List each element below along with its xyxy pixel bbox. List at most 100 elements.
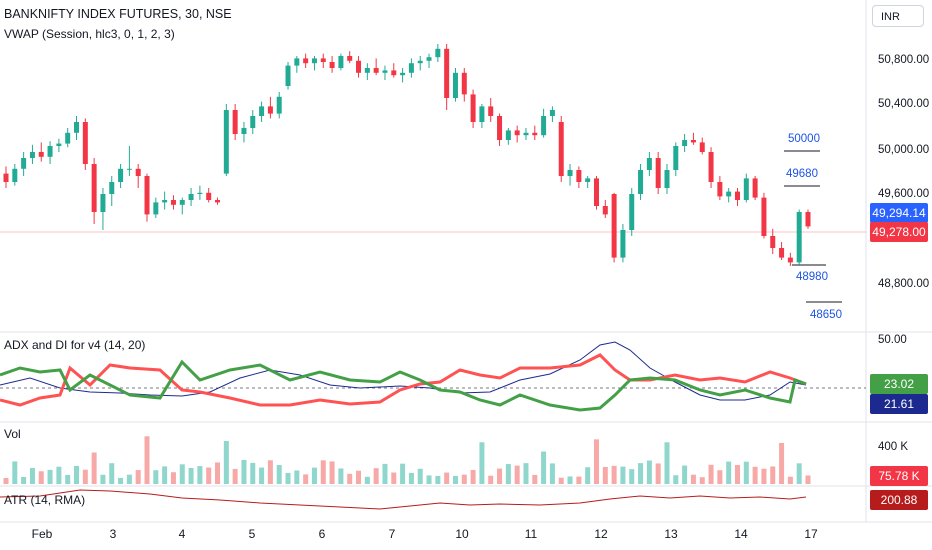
volume-bar: [206, 467, 212, 484]
di-minus-line: [0, 353, 807, 407]
volume-bar: [417, 468, 423, 484]
volume-bar: [532, 474, 538, 484]
volume-bar: [12, 461, 18, 484]
candle-body: [109, 182, 115, 194]
candle-body: [567, 170, 573, 176]
candle-body: [91, 164, 97, 212]
candle-body: [223, 110, 229, 174]
candle-body: [576, 170, 582, 182]
volume-bar: [285, 472, 291, 484]
time-tick: 4: [178, 527, 186, 541]
volume-bar: [408, 472, 414, 484]
volume-bar: [514, 465, 520, 484]
candle-body: [232, 110, 238, 134]
candle-body: [629, 194, 635, 230]
atr-line: [0, 489, 807, 510]
volume-bar: [162, 466, 168, 484]
volume-bar: [743, 461, 749, 484]
volume-bar: [787, 476, 793, 484]
candle-body: [470, 94, 476, 122]
volume-bar: [347, 473, 353, 484]
volume-indicator-label[interactable]: Vol: [4, 427, 21, 441]
candle-body: [12, 168, 18, 182]
volume-bar: [690, 474, 696, 484]
volume-bar: [38, 471, 44, 484]
volume-bar: [435, 475, 441, 484]
volume-bar: [47, 469, 53, 484]
last-price-tag: 49,278.00: [870, 222, 928, 242]
candle-body: [717, 182, 723, 197]
volume-bar: [170, 472, 176, 484]
candle-body: [188, 194, 194, 200]
candle-body: [294, 58, 300, 66]
volume-bar: [629, 469, 635, 484]
volume-bar: [593, 439, 599, 484]
candle-body: [558, 122, 564, 176]
candle-body: [144, 176, 150, 215]
adx-indicator-label[interactable]: ADX and DI for v4 (14, 20): [4, 338, 146, 352]
candle-body: [787, 257, 793, 263]
volume-bar: [541, 451, 547, 484]
candle-body: [153, 202, 159, 215]
candle-body: [250, 116, 256, 128]
volume-bar: [135, 470, 141, 484]
volume-bar: [567, 476, 573, 484]
candle-body: [170, 200, 176, 205]
candle-body: [699, 142, 705, 152]
candle-body: [135, 168, 141, 176]
candle-body: [426, 57, 432, 61]
volume-bar: [241, 460, 247, 484]
vwap-indicator-label[interactable]: VWAP (Session, hlc3, 0, 1, 2, 3): [4, 27, 175, 41]
atr-indicator-label[interactable]: ATR (14, RMA): [4, 493, 86, 507]
level-label: 48650: [810, 309, 842, 321]
volume-bar: [664, 442, 670, 484]
time-tick: 11: [524, 527, 538, 541]
candle-body: [497, 116, 503, 140]
volume-bar: [585, 467, 591, 484]
candle-body: [523, 132, 529, 136]
candle-body: [752, 178, 758, 198]
level-label: 50000: [788, 133, 820, 145]
price-tick: 50,800.00: [878, 54, 930, 66]
candle-body: [382, 70, 388, 73]
currency-selector[interactable]: INR: [872, 5, 924, 27]
candle-body: [400, 72, 406, 76]
candle-body: [3, 173, 9, 182]
volume-bar: [294, 470, 300, 484]
candle-body: [743, 178, 749, 200]
candle-body: [65, 132, 71, 144]
volume-bar: [488, 475, 494, 484]
candle-body: [593, 178, 599, 206]
level-label: 48980: [796, 271, 828, 283]
time-tick: Feb: [31, 527, 53, 541]
candle-body: [514, 130, 520, 136]
time-tick: 6: [318, 527, 326, 541]
volume-bar: [576, 476, 582, 484]
candle-body: [585, 178, 591, 182]
volume-bar: [188, 467, 194, 484]
volume-bar: [708, 464, 714, 484]
volume-bar: [91, 452, 97, 484]
atr-tag: 200.88: [870, 490, 928, 510]
candle-body: [197, 192, 203, 194]
candle-body: [690, 140, 696, 143]
candle-body: [100, 194, 106, 212]
time-tick: 14: [734, 527, 748, 541]
candle-body: [435, 48, 441, 58]
candle-body: [241, 128, 247, 134]
volume-bar: [391, 472, 397, 484]
volume-bar: [602, 466, 608, 484]
candle-body: [320, 58, 326, 62]
volume-bar: [761, 468, 767, 484]
candle-body: [761, 197, 767, 236]
candle-body: [664, 170, 670, 188]
candle-body: [29, 152, 35, 158]
candle-body: [532, 132, 538, 136]
volume-bar: [338, 468, 344, 484]
candle-body: [329, 62, 335, 68]
adx-di-plus-tag: 23.02: [870, 374, 928, 394]
candle-body: [118, 168, 124, 182]
time-tick: 12: [594, 527, 608, 541]
candle-body: [479, 106, 485, 122]
